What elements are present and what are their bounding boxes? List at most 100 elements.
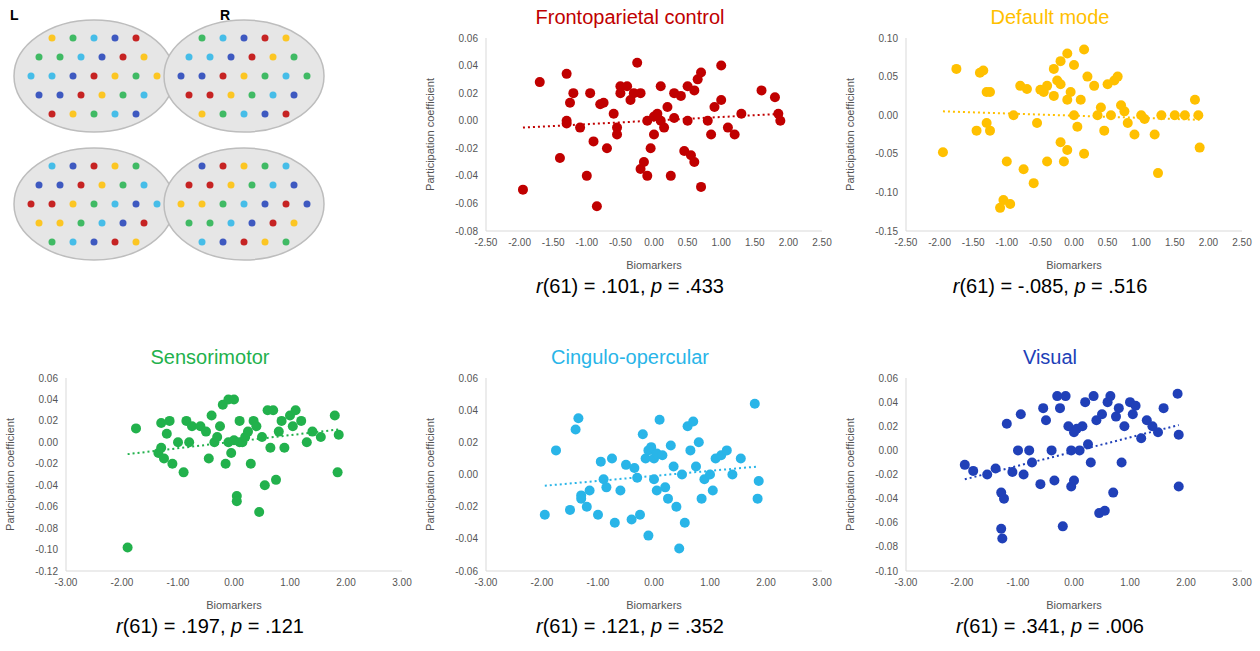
svg-text:0.04: 0.04 <box>459 405 479 416</box>
svg-text:R: R <box>220 7 230 23</box>
svg-text:1.00: 1.00 <box>280 577 300 588</box>
svg-text:-2.00: -2.00 <box>531 577 554 588</box>
svg-text:-0.15: -0.15 <box>875 226 898 237</box>
svg-text:0.50: 0.50 <box>678 237 698 248</box>
svg-text:-0.08: -0.08 <box>455 226 478 237</box>
svg-text:2.50: 2.50 <box>812 237 832 248</box>
html-text:Sensorimotor: Sensorimotor <box>150 346 270 368</box>
svg-text:Participation coefficient: Participation coefficient <box>4 418 16 531</box>
svg-text:2.50: 2.50 <box>1232 237 1252 248</box>
svg-text:-0.06: -0.06 <box>875 517 898 528</box>
svg-text:2.00: 2.00 <box>1199 237 1219 248</box>
svg-text:-0.08: -0.08 <box>35 523 58 534</box>
svg-text:-1.50: -1.50 <box>542 237 565 248</box>
svg-text:-0.04: -0.04 <box>455 533 478 544</box>
svg-text:-0.06: -0.06 <box>35 501 58 512</box>
svg-text:-0.02: -0.02 <box>455 501 478 512</box>
svg-text:0.04: 0.04 <box>459 60 479 71</box>
svg-text:-2.00: -2.00 <box>508 237 531 248</box>
svg-text:-3.00: -3.00 <box>55 577 78 588</box>
svg-text:1.00: 1.00 <box>1120 577 1140 588</box>
svg-text:-0.50: -0.50 <box>1029 237 1052 248</box>
svg-text:-1.00: -1.00 <box>995 237 1018 248</box>
svg-text:-0.06: -0.06 <box>455 566 478 577</box>
svg-text:0.04: 0.04 <box>879 397 899 408</box>
svg-text:0.04: 0.04 <box>39 394 59 405</box>
svg-text:0.00: 0.00 <box>644 577 664 588</box>
svg-text:0.00: 0.00 <box>644 237 664 248</box>
svg-text:-2.00: -2.00 <box>111 577 134 588</box>
svg-text:-0.08: -0.08 <box>875 541 898 552</box>
html-text:Default mode: Default mode <box>990 6 1110 28</box>
svg-text:-0.12: -0.12 <box>35 566 58 577</box>
svg-text:-0.04: -0.04 <box>455 170 478 181</box>
svg-text:-0.06: -0.06 <box>455 198 478 209</box>
svg-text:0.00: 0.00 <box>39 437 59 448</box>
svg-text:Biomarkers: Biomarkers <box>1046 259 1102 271</box>
svg-text:0.00: 0.00 <box>879 110 899 121</box>
svg-text:0.02: 0.02 <box>879 421 899 432</box>
svg-text:0.02: 0.02 <box>459 437 479 448</box>
svg-text:0.00: 0.00 <box>1064 237 1084 248</box>
svg-text:-3.00: -3.00 <box>895 577 918 588</box>
svg-text:-2.50: -2.50 <box>475 237 498 248</box>
svg-text:-1.50: -1.50 <box>962 237 985 248</box>
svg-text:-0.02: -0.02 <box>35 458 58 469</box>
svg-text:-3.00: -3.00 <box>475 577 498 588</box>
svg-text:Biomarkers: Biomarkers <box>206 599 262 611</box>
svg-text:-0.02: -0.02 <box>875 469 898 480</box>
svg-text:0.00: 0.00 <box>459 115 479 126</box>
html-text:Frontoparietal control: Frontoparietal control <box>535 6 725 28</box>
svg-text:-2.50: -2.50 <box>895 237 918 248</box>
svg-text:0.05: 0.05 <box>879 71 899 82</box>
svg-text:2.00: 2.00 <box>1176 577 1196 588</box>
svg-text:0.06: 0.06 <box>459 33 479 44</box>
svg-text:Biomarkers: Biomarkers <box>626 599 682 611</box>
svg-text:0.06: 0.06 <box>459 373 479 384</box>
svg-text:-2.00: -2.00 <box>928 237 951 248</box>
svg-text:Biomarkers: Biomarkers <box>1046 599 1102 611</box>
svg-text:3.00: 3.00 <box>392 577 412 588</box>
svg-text:-0.04: -0.04 <box>875 493 898 504</box>
svg-text:Participation coefficient: Participation coefficient <box>844 78 856 191</box>
svg-text:-1.00: -1.00 <box>575 237 598 248</box>
svg-text:1.00: 1.00 <box>711 237 731 248</box>
svg-text:0.00: 0.00 <box>879 445 899 456</box>
svg-text:2.00: 2.00 <box>779 237 799 248</box>
svg-text:0.02: 0.02 <box>39 415 59 426</box>
svg-text:-0.10: -0.10 <box>35 544 58 555</box>
svg-text:-0.04: -0.04 <box>35 480 58 491</box>
svg-text:-1.00: -1.00 <box>587 577 610 588</box>
svg-text:Participation coefficient: Participation coefficient <box>424 78 436 191</box>
svg-text:Participation coefficient: Participation coefficient <box>844 418 856 531</box>
svg-text:1.00: 1.00 <box>1131 237 1151 248</box>
svg-text:2.00: 2.00 <box>336 577 356 588</box>
svg-text:0.50: 0.50 <box>1098 237 1118 248</box>
svg-text:3.00: 3.00 <box>1232 577 1252 588</box>
svg-text:2.00: 2.00 <box>756 577 776 588</box>
svg-text:L: L <box>10 7 19 23</box>
svg-text:-0.10: -0.10 <box>875 566 898 577</box>
svg-text:1.50: 1.50 <box>745 237 765 248</box>
svg-text:0.02: 0.02 <box>459 88 479 99</box>
svg-text:0.00: 0.00 <box>1064 577 1084 588</box>
svg-text:-0.50: -0.50 <box>609 237 632 248</box>
svg-text:3.00: 3.00 <box>812 577 832 588</box>
svg-text:-1.00: -1.00 <box>1007 577 1030 588</box>
svg-text:1.50: 1.50 <box>1165 237 1185 248</box>
svg-text:0.10: 0.10 <box>879 33 899 44</box>
svg-text:1.00: 1.00 <box>700 577 720 588</box>
svg-text:Biomarkers: Biomarkers <box>626 259 682 271</box>
html-text:r (61) = -.085, p = .516: r (61) = -.085, p = .516 <box>952 275 1148 297</box>
svg-text:0.00: 0.00 <box>459 469 479 480</box>
svg-text:0.06: 0.06 <box>879 373 899 384</box>
svg-text:-0.05: -0.05 <box>875 148 898 159</box>
svg-text:0.06: 0.06 <box>39 373 59 384</box>
svg-text:-0.02: -0.02 <box>455 143 478 154</box>
svg-text:0.00: 0.00 <box>224 577 244 588</box>
svg-text:-0.10: -0.10 <box>875 187 898 198</box>
svg-text:-1.00: -1.00 <box>167 577 190 588</box>
svg-text:-2.00: -2.00 <box>951 577 974 588</box>
svg-text:Participation coefficient: Participation coefficient <box>424 418 436 531</box>
html-text:r (61) = .101, p = .433: r (61) = .101, p = .433 <box>536 275 724 297</box>
